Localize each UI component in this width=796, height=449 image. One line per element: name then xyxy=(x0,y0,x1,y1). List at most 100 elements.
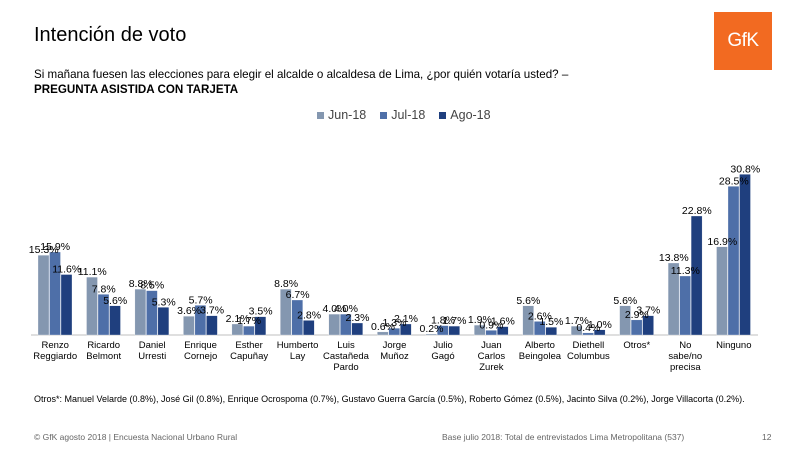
category-label-10-0: Alberto xyxy=(525,340,555,351)
bar-ago-18-8 xyxy=(448,325,460,336)
data-label-jun-18-14: 16.9% xyxy=(707,236,737,248)
data-label-jun-18-13: 13.8% xyxy=(659,252,689,264)
category-label-9-1: Carlos xyxy=(478,351,506,362)
bar-ago-18-7 xyxy=(400,323,412,336)
category-label-12-0: Otros* xyxy=(623,340,650,351)
data-label-jul-18-8: 1.8% xyxy=(431,315,455,327)
bar-jul-18-1 xyxy=(97,294,110,336)
category-label-7-0: Jorge xyxy=(383,340,407,351)
bar-jun-18-2 xyxy=(134,288,147,336)
bar-jul-18-6 xyxy=(340,313,352,336)
data-label-jul-18-2: 8.5% xyxy=(140,280,164,292)
category-label-7-1: Muñoz xyxy=(380,351,409,362)
footnote: Otros*: Manuel Velarde (0.8%), José Gil … xyxy=(34,394,745,404)
data-label-jun-18-3: 3.6% xyxy=(177,305,201,317)
question-bold-text: PREGUNTA ASISTIDA CON TARJETA xyxy=(34,83,239,96)
bar-jul-18-2 xyxy=(146,290,158,336)
category-label-3-1: Cornejo xyxy=(184,351,217,362)
category-label-4-0: Esther xyxy=(235,340,262,351)
data-label-ago-18-10: 1.5% xyxy=(539,316,563,328)
bar-jun-18-6 xyxy=(328,313,340,336)
data-label-ago-18-2: 5.3% xyxy=(152,296,176,308)
bar-jun-18-4 xyxy=(231,323,244,336)
category-label-6-0: Luis xyxy=(337,340,355,351)
bar-jun-18-14 xyxy=(716,246,728,336)
bar-ago-18-5 xyxy=(303,320,315,336)
data-label-ago-18-0: 11.6% xyxy=(52,264,81,276)
bar-ago-18-10 xyxy=(545,327,557,336)
data-label-jun-18-1: 11.1% xyxy=(78,266,107,278)
bar-jul-18-13 xyxy=(679,275,691,336)
category-label-10-1: Beingolea xyxy=(519,351,562,362)
legend-swatch-ago xyxy=(439,111,447,119)
data-label-jun-18-8: 0.2% xyxy=(420,323,444,335)
data-label-ago-18-8: 1.7% xyxy=(443,315,467,327)
data-label-jul-18-12: 2.9% xyxy=(625,309,649,321)
gfk-logo: GfK xyxy=(714,12,772,70)
legend-item-ago: Ago-18 xyxy=(439,108,491,122)
data-label-jun-18-7: 0.6% xyxy=(371,321,395,333)
category-label-0-0: Renzo xyxy=(41,340,68,351)
category-label-5-0: Humberto xyxy=(277,340,319,351)
data-label-jun-18-10: 5.6% xyxy=(516,295,540,307)
category-label-6-1: Castañeda xyxy=(323,351,370,362)
data-label-jun-18-0: 15.3% xyxy=(29,244,59,256)
category-label-0-1: Reggiardo xyxy=(33,351,77,362)
bar-jul-18-12 xyxy=(630,319,643,336)
data-label-jul-18-10: 2.6% xyxy=(528,310,552,322)
category-label-1-1: Belmont xyxy=(86,351,121,362)
data-label-jul-18-3: 5.7% xyxy=(189,294,213,306)
legend-label-jun: Jun-18 xyxy=(328,108,367,122)
category-label-11-0: Diethell xyxy=(573,340,605,351)
bar-jun-18-3 xyxy=(183,316,195,336)
page-title: Intención de voto xyxy=(34,24,187,46)
data-label-jul-18-13: 11.3% xyxy=(671,265,700,277)
data-label-jun-18-4: 2.1% xyxy=(226,313,250,325)
bar-jul-18-5 xyxy=(291,299,303,336)
question-text: Si mañana fuesen las elecciones para ele… xyxy=(34,68,569,81)
data-label-ago-18-12: 3.7% xyxy=(636,305,660,317)
bar-ago-18-2 xyxy=(157,307,170,336)
data-label-ago-18-13: 22.8% xyxy=(682,205,712,217)
legend-label-jul: Jul-18 xyxy=(391,108,426,122)
page-number: 12 xyxy=(762,432,772,442)
bar-jun-18-9 xyxy=(474,324,486,336)
bar-jul-18-11 xyxy=(582,332,594,336)
bar-ago-18-3 xyxy=(206,315,218,336)
legend-label-ago: Ago-18 xyxy=(450,108,491,122)
data-label-jun-18-2: 8.8% xyxy=(129,278,153,290)
bar-jul-18-0 xyxy=(49,251,61,336)
chart-legend: Jun-18 Jul-18 Ago-18 xyxy=(317,108,491,122)
bar-jul-18-4 xyxy=(243,325,255,336)
bar-jul-18-3 xyxy=(194,305,207,336)
category-label-9-0: Juan xyxy=(481,340,502,351)
legend-item-jul: Jul-18 xyxy=(380,108,425,122)
category-label-13-0: No xyxy=(679,340,691,351)
bar-jun-18-8 xyxy=(425,333,437,336)
data-label-ago-18-14: 30.8% xyxy=(730,163,760,175)
category-label-13-2: precisa xyxy=(670,362,701,373)
data-label-jul-18-0: 15.9% xyxy=(40,241,70,253)
data-label-jun-18-11: 1.7% xyxy=(565,315,589,327)
bar-ago-18-14 xyxy=(739,174,751,336)
bar-ago-18-4 xyxy=(254,316,267,336)
data-label-ago-18-5: 2.8% xyxy=(297,309,321,321)
footer-base: Base julio 2018: Total de entrevistados … xyxy=(442,432,685,442)
legend-swatch-jun xyxy=(317,111,324,119)
data-label-jun-18-5: 8.8% xyxy=(274,278,298,290)
data-label-jun-18-12: 5.6% xyxy=(613,295,637,307)
category-label-14-0: Ninguno xyxy=(716,340,751,351)
bar-jul-18-10 xyxy=(534,321,546,336)
data-label-jul-18-14: 28.5% xyxy=(719,175,749,187)
category-label-2-1: Urresti xyxy=(138,351,166,362)
data-label-jul-18-9: 0.9% xyxy=(479,319,503,331)
bar-ago-18-13 xyxy=(690,215,703,336)
legend-item-jun: Jun-18 xyxy=(317,108,366,122)
category-label-4-1: Capuñay xyxy=(230,351,268,362)
data-label-jun-18-9: 1.9% xyxy=(468,314,492,326)
bar-jun-18-7 xyxy=(377,331,389,336)
bar-jul-18-14 xyxy=(727,186,740,336)
category-label-3-0: Enrique xyxy=(184,340,217,351)
bar-jun-18-12 xyxy=(619,305,631,336)
